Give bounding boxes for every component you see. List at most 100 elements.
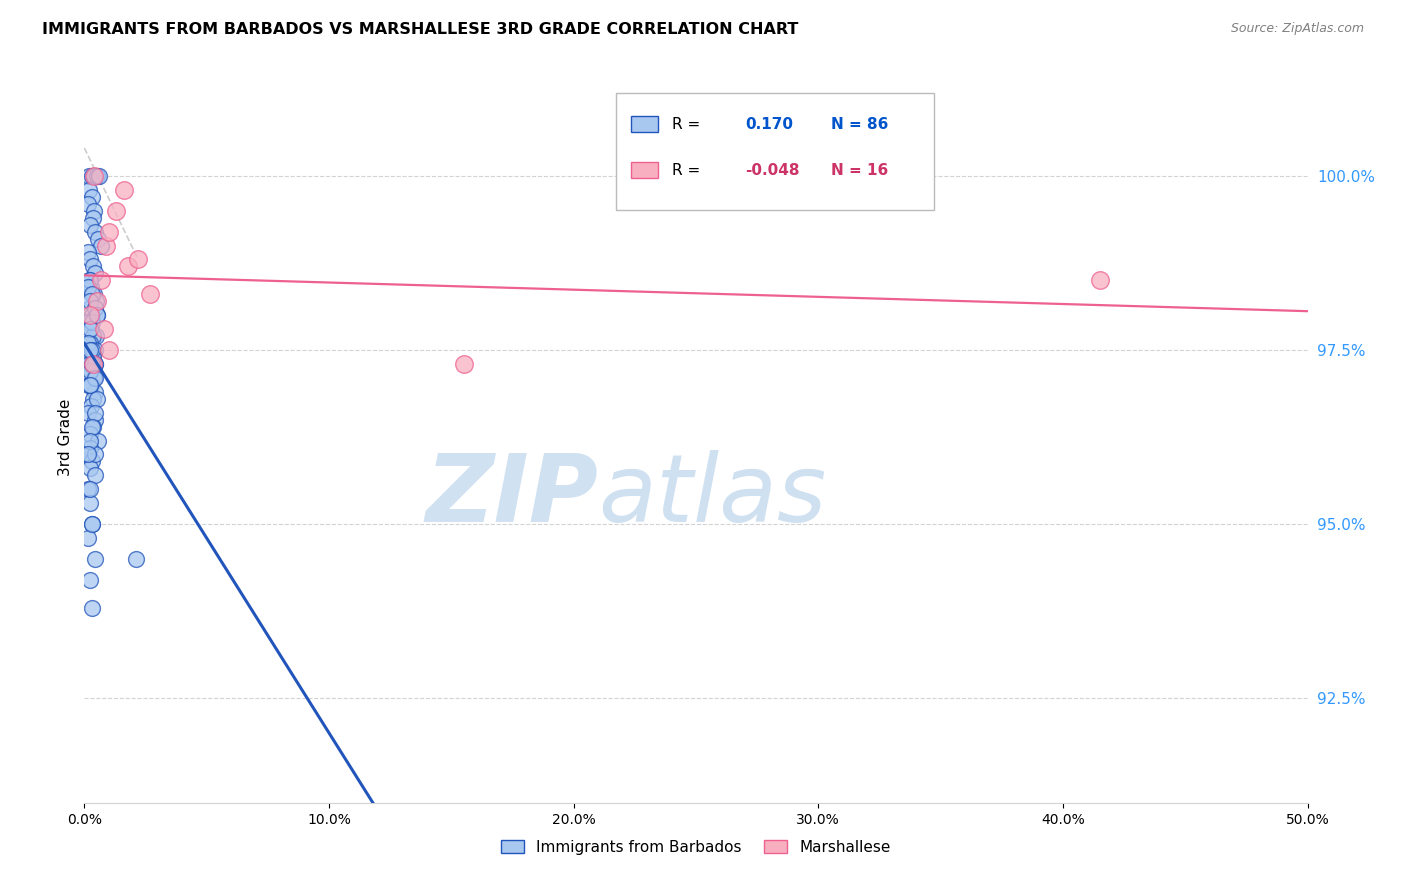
Point <box>83 406 105 420</box>
Point <box>79 377 101 392</box>
Point <box>80 364 103 378</box>
Point <box>87 231 110 245</box>
Point <box>82 517 104 532</box>
Point <box>76 280 98 294</box>
Point <box>112 183 135 197</box>
Point <box>82 260 104 274</box>
Point <box>86 308 108 322</box>
Point <box>84 357 107 371</box>
Point <box>83 448 105 462</box>
Point <box>82 357 104 371</box>
Point <box>79 434 101 448</box>
Text: -0.048: -0.048 <box>745 162 800 178</box>
Point <box>82 329 104 343</box>
Point <box>125 552 148 566</box>
Point <box>86 434 108 448</box>
Point <box>97 343 120 357</box>
Point <box>84 266 107 280</box>
Point <box>127 252 149 267</box>
Point <box>83 169 105 183</box>
Point <box>80 169 103 183</box>
FancyBboxPatch shape <box>616 94 935 211</box>
Point <box>80 399 103 413</box>
Point <box>84 329 107 343</box>
Point <box>79 273 101 287</box>
Point <box>79 308 101 322</box>
Point <box>83 287 105 301</box>
Point <box>79 343 101 357</box>
Text: N = 16: N = 16 <box>831 162 887 178</box>
Point <box>79 441 101 455</box>
Point <box>82 315 104 329</box>
Point <box>76 343 98 357</box>
Point <box>77 357 100 371</box>
Point <box>93 322 115 336</box>
Point <box>83 301 105 316</box>
Point <box>82 419 104 434</box>
Point <box>77 483 100 497</box>
Point <box>79 336 101 351</box>
Text: Source: ZipAtlas.com: Source: ZipAtlas.com <box>1230 22 1364 36</box>
Point <box>82 454 104 468</box>
Point <box>86 308 108 322</box>
Point <box>79 461 101 475</box>
Point <box>76 448 98 462</box>
Point <box>97 225 120 239</box>
Point <box>79 322 101 336</box>
Point <box>83 412 105 426</box>
Point <box>80 377 103 392</box>
Point <box>82 211 104 225</box>
Point <box>84 384 107 399</box>
Y-axis label: 3rd Grade: 3rd Grade <box>58 399 73 475</box>
FancyBboxPatch shape <box>631 162 658 178</box>
Text: atlas: atlas <box>598 450 827 541</box>
Point <box>83 169 105 183</box>
Point <box>96 238 118 252</box>
Point <box>90 238 112 252</box>
Point <box>77 273 100 287</box>
Point <box>83 203 105 218</box>
Point <box>86 169 108 183</box>
Point <box>79 294 101 309</box>
Point <box>82 357 104 371</box>
Point <box>79 573 101 587</box>
Point <box>79 364 101 378</box>
Point <box>83 552 105 566</box>
Point <box>80 280 103 294</box>
Point <box>453 357 475 371</box>
Text: N = 86: N = 86 <box>831 117 889 131</box>
Point <box>82 600 104 615</box>
Point <box>82 350 104 364</box>
Point <box>84 343 107 357</box>
Point <box>82 308 104 322</box>
Point <box>84 294 107 309</box>
Point <box>80 190 103 204</box>
Point <box>84 468 107 483</box>
Point <box>79 301 101 316</box>
Text: R =: R = <box>672 162 700 178</box>
Text: R =: R = <box>672 117 700 131</box>
Point <box>139 287 162 301</box>
Point <box>86 392 108 406</box>
Text: IMMIGRANTS FROM BARBADOS VS MARSHALLESE 3RD GRADE CORRELATION CHART: IMMIGRANTS FROM BARBADOS VS MARSHALLESE … <box>42 22 799 37</box>
Point <box>79 483 101 497</box>
FancyBboxPatch shape <box>631 116 658 132</box>
Point <box>105 203 128 218</box>
Point <box>1088 273 1111 287</box>
Legend: Immigrants from Barbados, Marshallese: Immigrants from Barbados, Marshallese <box>495 834 897 861</box>
Point <box>76 531 98 545</box>
Point <box>83 371 105 385</box>
Point <box>77 245 100 260</box>
Point <box>79 350 101 364</box>
Point <box>82 287 104 301</box>
Point <box>83 357 105 371</box>
Point <box>77 377 100 392</box>
Point <box>79 218 101 232</box>
Point <box>76 336 98 351</box>
Point <box>117 260 139 274</box>
Point <box>77 169 100 183</box>
Point <box>86 294 108 309</box>
Point <box>82 419 104 434</box>
Point <box>77 196 100 211</box>
Point <box>82 392 104 406</box>
